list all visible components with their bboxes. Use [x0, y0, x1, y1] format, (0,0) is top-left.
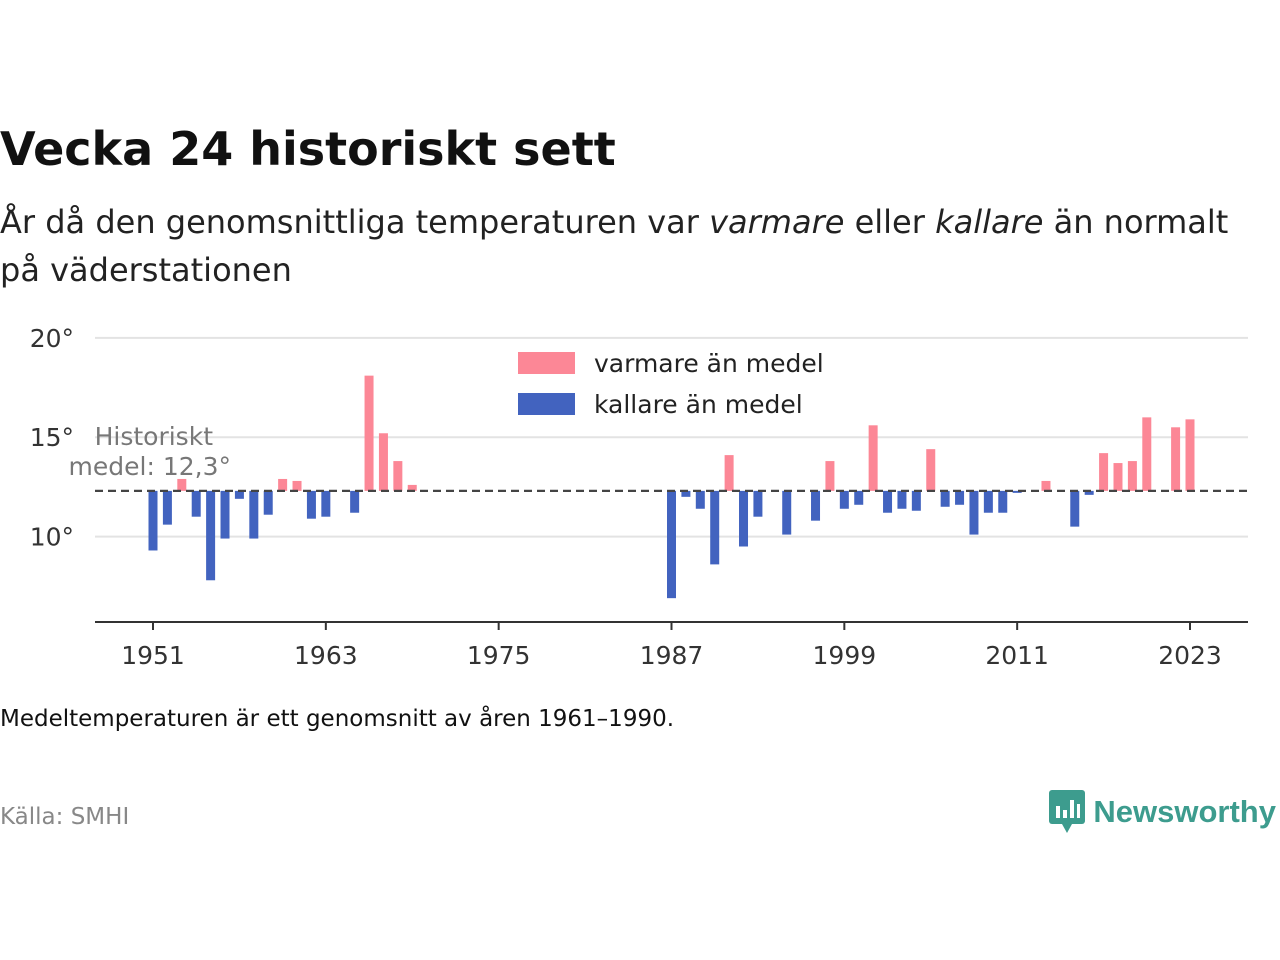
bar-warm [1099, 453, 1109, 491]
x-tick-label: 1975 [467, 641, 531, 670]
bar-cold [955, 490, 965, 505]
bar-cold [234, 490, 244, 499]
y-tick-label: 20° [30, 324, 74, 353]
bar-cold [667, 490, 676, 599]
bar-cold [854, 490, 864, 505]
x-tick-label: 2023 [1158, 641, 1222, 670]
baseline-label-line1: Historiskt [95, 422, 214, 451]
x-tick-label: 2011 [985, 641, 1049, 670]
bar-warm [378, 433, 388, 491]
bar-cold [739, 490, 749, 547]
subtitle-part1: År då den genomsnittliga temperaturen va… [0, 203, 710, 241]
chart-subtitle: År då den genomsnittliga temperaturen va… [0, 198, 1250, 294]
bar-warm [1127, 461, 1137, 491]
bar-warm [1142, 417, 1152, 491]
bar-cold [911, 490, 921, 511]
bar-warm [1171, 427, 1181, 491]
bar-cold [883, 490, 893, 513]
bar-cold [983, 490, 993, 513]
y-tick-label: 10° [30, 523, 74, 552]
bar-cold [306, 490, 316, 519]
bar-cold [710, 490, 720, 565]
bar-cold [681, 490, 691, 497]
bar-cold [321, 490, 331, 517]
bar-warm [278, 478, 288, 491]
brand-name: Newsworthy [1093, 794, 1276, 829]
bar-cold [998, 490, 1008, 513]
bar-warm [825, 461, 835, 491]
bar-warm [926, 449, 936, 491]
y-tick-label: 15° [30, 423, 74, 452]
bar-warm [177, 478, 187, 491]
bar-cold [148, 490, 158, 551]
legend-swatch-cold [518, 393, 575, 415]
bar-warm [868, 425, 878, 491]
newsworthy-logo-icon [1049, 790, 1086, 833]
bar-cold [263, 490, 273, 515]
subtitle-part3: än normalt på väderstationen [0, 203, 1229, 289]
bar-cold [969, 490, 979, 535]
subtitle-warm-word: varmare [709, 203, 845, 241]
bar-cold [782, 490, 792, 535]
bar-cold [753, 490, 763, 517]
bar-warm [724, 455, 734, 491]
x-tick-label: 1963 [294, 641, 358, 670]
bar-cold [350, 490, 360, 513]
bar-cold [162, 490, 172, 525]
bar-cold [897, 490, 907, 509]
x-tick-label: 1999 [813, 641, 877, 670]
bar-warm [393, 461, 403, 491]
brand-logo: Newsworthy [1049, 790, 1276, 834]
bar-warm [1185, 419, 1195, 491]
legend-label-warm: varmare än medel [594, 349, 824, 378]
bar-cold [1070, 490, 1080, 527]
chart-title: Vecka 24 historiskt sett [0, 122, 616, 176]
bar-cold [1012, 490, 1022, 493]
x-tick-label: 1951 [121, 641, 185, 670]
subtitle-part2: eller [844, 203, 936, 241]
bar-cold [191, 490, 201, 517]
bar-cold [811, 490, 821, 521]
bar-warm [364, 375, 374, 491]
bar-cold [206, 490, 216, 581]
bar-cold [839, 490, 849, 509]
bar-cold [940, 490, 950, 507]
bar-cold [220, 490, 230, 539]
legend-label-cold: kallare än medel [594, 390, 803, 419]
bar-warm [407, 484, 417, 491]
footnote: Medeltemperaturen är ett genomsnitt av å… [0, 706, 675, 732]
x-tick-label: 1987 [640, 641, 704, 670]
legend-swatch-warm [518, 352, 575, 374]
bar-warm [292, 480, 302, 491]
source-label: Källa: SMHI [0, 804, 130, 830]
bar-cold [1084, 490, 1094, 495]
bar-cold [249, 490, 259, 539]
bar-cold [695, 490, 705, 509]
baseline-label-line2: medel: 12,3° [69, 452, 231, 481]
subtitle-cold-word: kallare [935, 203, 1044, 241]
bar-warm [1041, 480, 1051, 491]
bar-warm [1113, 463, 1123, 491]
